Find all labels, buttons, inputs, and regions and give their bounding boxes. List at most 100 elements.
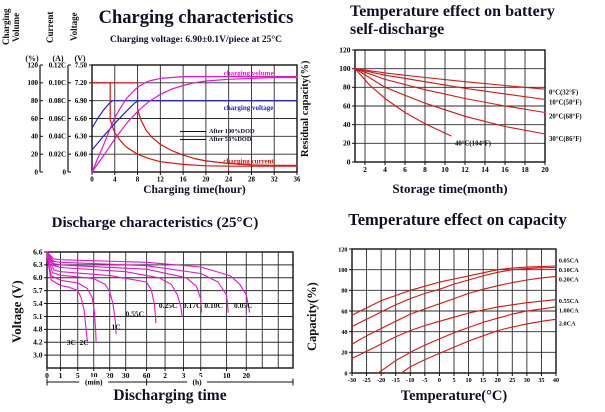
svg-text:0: 0 — [45, 371, 49, 380]
svg-text:80: 80 — [343, 83, 351, 92]
svg-text:0.05CA: 0.05CA — [559, 258, 579, 265]
svg-text:40: 40 — [341, 329, 347, 336]
svg-text:8: 8 — [136, 176, 140, 184]
svg-text:28: 28 — [248, 176, 256, 184]
svg-text:30: 30 — [122, 371, 130, 380]
svg-text:10: 10 — [465, 377, 471, 384]
svg-text:15: 15 — [480, 377, 486, 384]
page-title-discharge: Discharge characteristics (25°C) — [51, 215, 259, 231]
legend-line-100dod — [180, 130, 206, 132]
svg-text:4: 4 — [113, 176, 117, 184]
charging-subtitle: Charging voltage: 6.90±0.1V/piece at 25°… — [109, 35, 283, 45]
svg-text:60: 60 — [143, 371, 151, 380]
xlabel-temperature: Temperature(°C) — [400, 388, 508, 404]
svg-text:2: 2 — [363, 165, 367, 174]
svg-text:6.30: 6.30 — [75, 133, 88, 141]
svg-text:6.60: 6.60 — [75, 115, 88, 123]
discharge-characteristics-chart: 0 1 5 10 20 30 60 2 3 5 10 20 3.0 4.2 4.8 5.1 5.4 5.7 6.0 6… — [0, 205, 300, 412]
svg-text:5: 5 — [76, 371, 80, 380]
temperature-capacity-chart: -30 -25 -20 -15 -10 -5 0 5 10 15 20 25 30 35 40 0 20 40 60… — [300, 205, 605, 412]
svg-text:0: 0 — [438, 377, 441, 384]
svg-text:charging volume: charging volume — [224, 69, 274, 77]
svg-text:0.55CA: 0.55CA — [559, 298, 579, 305]
svg-text:36: 36 — [294, 176, 301, 184]
svg-text:0: 0 — [344, 370, 347, 377]
svg-text:-15: -15 — [392, 377, 400, 384]
svg-text:60: 60 — [343, 101, 351, 110]
svg-text:2.0CA: 2.0CA — [559, 321, 576, 328]
charging-plot: 0 4 8 12 16 20 24 28 32 36 0 20 40 60 80 100 120 0 0.02C 0.… — [28, 61, 301, 184]
svg-text:20: 20 — [495, 377, 501, 384]
svg-text:10: 10 — [441, 165, 449, 174]
svg-text:3: 3 — [182, 371, 186, 380]
svg-text:0.17C: 0.17C — [183, 301, 202, 310]
svg-text:30: 30 — [524, 377, 530, 384]
svg-text:100: 100 — [28, 79, 39, 87]
svg-text:6.00: 6.00 — [75, 150, 88, 158]
legend-item-100dod: After 100%DOD — [180, 127, 255, 135]
svg-text:60: 60 — [31, 115, 39, 123]
svg-text:35: 35 — [538, 377, 544, 384]
svg-text:4.8: 4.8 — [33, 325, 43, 334]
legend-label-100dod: After 100%DOD — [209, 127, 255, 135]
svg-text:16: 16 — [180, 176, 188, 184]
svg-text:20: 20 — [202, 176, 210, 184]
svg-text:5: 5 — [199, 371, 203, 380]
svg-text:20: 20 — [341, 350, 347, 357]
svg-text:-25: -25 — [362, 377, 370, 384]
svg-text:7.50: 7.50 — [75, 61, 88, 69]
unit-percent: (%) — [25, 54, 39, 63]
svg-text:0: 0 — [35, 168, 39, 176]
svg-text:0.10C: 0.10C — [49, 79, 66, 87]
svg-text:0: 0 — [90, 176, 94, 184]
svg-text:40: 40 — [553, 377, 559, 384]
svg-text:100: 100 — [338, 267, 347, 274]
svg-text:0.06C: 0.06C — [49, 115, 66, 123]
xlabel-discharging-time: Discharging time — [113, 387, 227, 404]
title-line-2: self-discharge — [350, 21, 445, 39]
svg-text:0.12C: 0.12C — [49, 61, 66, 69]
xlabel-charging-time: Charging time(hour) — [143, 184, 246, 196]
svg-text:1.00CA: 1.00CA — [559, 307, 579, 314]
svg-text:-5: -5 — [422, 377, 427, 384]
svg-text:80: 80 — [341, 288, 347, 295]
svg-text:-10: -10 — [406, 377, 414, 384]
svg-text:5.4: 5.4 — [33, 299, 43, 308]
svg-text:16: 16 — [501, 165, 509, 174]
svg-text:5: 5 — [452, 377, 455, 384]
svg-text:0: 0 — [347, 157, 351, 166]
svg-text:20: 20 — [343, 139, 351, 148]
ylabel-voltage: Voltage (V) — [9, 280, 24, 344]
self-discharge-chart: 2 4 6 8 10 12 14 16 18 20 0 20 40 60 80 100 120 0°C(32°F)… — [300, 0, 605, 205]
svg-text:120: 120 — [339, 45, 351, 54]
legend-line-50dod — [180, 138, 206, 140]
ylabel-capacity: Capacity(%) — [305, 282, 319, 352]
svg-text:1: 1 — [59, 371, 63, 380]
svg-text:20: 20 — [243, 371, 251, 380]
svg-text:0.55C: 0.55C — [126, 310, 145, 319]
svg-text:-20: -20 — [377, 377, 385, 384]
svg-text:7.20: 7.20 — [75, 79, 88, 87]
svg-text:14: 14 — [481, 165, 489, 174]
svg-text:0.10C: 0.10C — [204, 301, 223, 310]
legend-label-50dod: After 50%DOD — [209, 135, 252, 143]
page-title-temp-capacity: Temperature effect on capacity — [348, 210, 567, 229]
discharge-plot: 0 1 5 10 20 30 60 2 3 5 10 20 3.0 4.2 4.8 5.1 5.4 5.7 6.0 6… — [33, 247, 294, 387]
svg-text:1C: 1C — [112, 323, 121, 332]
svg-text:18: 18 — [521, 165, 529, 174]
svg-text:5.7: 5.7 — [33, 286, 43, 295]
svg-text:6.6: 6.6 — [33, 247, 43, 256]
svg-text:(min): (min) — [85, 378, 103, 387]
svg-text:10°C(50°F): 10°C(50°F) — [549, 100, 582, 107]
svg-text:20: 20 — [106, 371, 114, 380]
svg-text:24: 24 — [225, 176, 233, 184]
svg-text:2C: 2C — [80, 338, 89, 347]
svg-text:80: 80 — [31, 97, 39, 105]
svg-text:12: 12 — [461, 165, 469, 174]
legend-item-50dod: After 50%DOD — [180, 135, 255, 143]
svg-text:20: 20 — [541, 165, 549, 174]
dod-legend: After 100%DOD After 50%DOD — [180, 127, 255, 143]
svg-text:40: 40 — [31, 133, 39, 141]
svg-text:25: 25 — [509, 377, 515, 384]
svg-text:2: 2 — [163, 371, 167, 380]
